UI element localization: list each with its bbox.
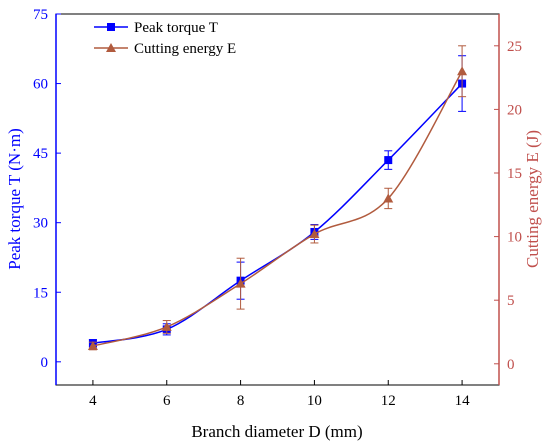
x-tick-label: 10	[307, 393, 322, 409]
left-tick-label: 45	[33, 146, 48, 162]
x-tick-label: 4	[89, 393, 97, 409]
x-tick-label: 6	[163, 393, 171, 409]
energy-point	[161, 321, 172, 331]
left-tick-label: 60	[33, 77, 48, 93]
right-tick-label: 10	[507, 230, 522, 246]
x-tick-label: 14	[455, 393, 471, 409]
right-axis-title: Cutting energy E (J)	[523, 130, 542, 268]
left-axis-title: Peak torque T (N·m)	[5, 128, 24, 269]
torque-curve	[92, 83, 463, 345]
legend-marker-energy	[106, 43, 116, 52]
right-tick-label: 20	[507, 102, 522, 118]
x-tick-label: 8	[237, 393, 245, 409]
energy-point	[309, 229, 320, 239]
x-tick-label: 12	[381, 393, 396, 409]
plot-area	[55, 13, 500, 386]
right-tick-label: 5	[507, 293, 515, 309]
torque-point	[384, 156, 393, 165]
right-tick-label: 0	[507, 357, 515, 373]
legend: Peak torque T Cutting energy E	[94, 20, 236, 57]
left-tick-label: 15	[33, 285, 48, 301]
energy-point	[235, 278, 246, 288]
legend-label-energy: Cutting energy E	[134, 41, 236, 57]
left-tick-label: 75	[33, 7, 48, 23]
left-tick-label: 0	[41, 355, 49, 371]
right-tick-label: 25	[507, 39, 522, 55]
energy-point	[87, 340, 98, 350]
legend-label-torque: Peak torque T	[134, 20, 218, 36]
energy-curve	[92, 70, 463, 347]
x-axis-title: Branch diameter D (mm)	[191, 422, 362, 441]
energy-point	[383, 193, 394, 203]
right-tick-label: 15	[507, 166, 522, 182]
legend-marker-torque	[107, 23, 115, 31]
energy-point	[457, 66, 468, 76]
left-tick-label: 30	[33, 216, 48, 232]
